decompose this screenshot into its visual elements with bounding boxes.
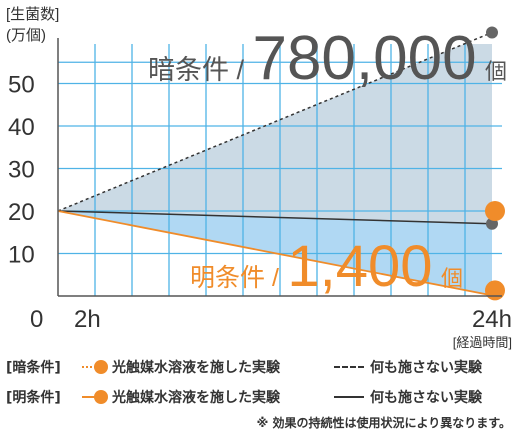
- dotted-line-swatch: [82, 366, 96, 368]
- solid-line-swatch: [334, 396, 364, 398]
- y-axis-label-line2: (万個): [6, 27, 46, 44]
- y-axis-label-line1: [生菌数]: [6, 6, 59, 23]
- annotation-light: 明条件 / 1,400 個: [190, 234, 463, 299]
- y-tick-label: 10: [8, 242, 35, 269]
- annotation-dark-unit: 個: [485, 59, 507, 84]
- point-light-right-edge: [485, 201, 505, 221]
- legend-dark-condition: [暗条件]: [6, 360, 61, 376]
- x-tick-labels: 0 2h 24h: [30, 306, 512, 333]
- legend-light-control: 何も施さない実験: [370, 390, 482, 406]
- chart-axes: [57, 38, 502, 297]
- point-dark-end: [486, 26, 498, 39]
- chart-series: [57, 31, 493, 297]
- y-tick-labels: 10 20 30 40 50: [8, 72, 35, 269]
- footnote: ※ 効果の持続性は使用状況により異なります。: [256, 416, 511, 430]
- annotation-light-value: 1,400: [287, 234, 432, 299]
- y-tick-label: 20: [8, 199, 35, 226]
- legend-light: [明条件] 光触媒水溶液を施した実験 何も施さない実験: [6, 384, 514, 410]
- annotation-dark-prefix: 暗条件 /: [148, 55, 245, 85]
- dark-condition-area: [58, 44, 492, 224]
- series-line-light-control: [57, 210, 493, 225]
- y-tick-label: 40: [8, 114, 35, 141]
- annotation-dark-value: 780,000: [252, 24, 476, 93]
- legend-dark-treated: 光触媒水溶液を施した実験: [112, 360, 280, 376]
- legend-dark: [暗条件] 光触媒水溶液を施した実験 何も施さない実験: [6, 354, 514, 380]
- x-tick-label: 0: [30, 306, 43, 333]
- orange-dot-icon: [94, 390, 108, 404]
- dashed-line-swatch: [334, 366, 364, 368]
- x-tick-label: 24h: [472, 306, 512, 333]
- series-line-light-treated: [57, 210, 493, 297]
- y-tick-label: 50: [8, 72, 35, 99]
- legend-light-condition: [明条件]: [6, 390, 61, 406]
- y-tick-label: 30: [8, 157, 35, 184]
- annotation-light-unit: 個: [441, 266, 463, 291]
- solid-orange-line-swatch: [82, 396, 96, 398]
- series-line-dark: [57, 31, 493, 212]
- x-axis-label: [経過時間]: [453, 335, 512, 350]
- annotation-dark: 暗条件 / 780,000 個: [148, 24, 507, 93]
- legend-light-treated: 光触媒水溶液を施した実験: [112, 390, 280, 406]
- annotation-light-prefix: 明条件 /: [190, 264, 279, 292]
- legend-dark-control: 何も施さない実験: [370, 360, 482, 376]
- legend-dark-treated-swatch: [82, 360, 108, 374]
- orange-dot-icon: [94, 360, 108, 374]
- point-light-treated-end: [485, 280, 505, 301]
- x-tick-label: 2h: [74, 306, 101, 333]
- legend-light-treated-swatch: [82, 390, 108, 404]
